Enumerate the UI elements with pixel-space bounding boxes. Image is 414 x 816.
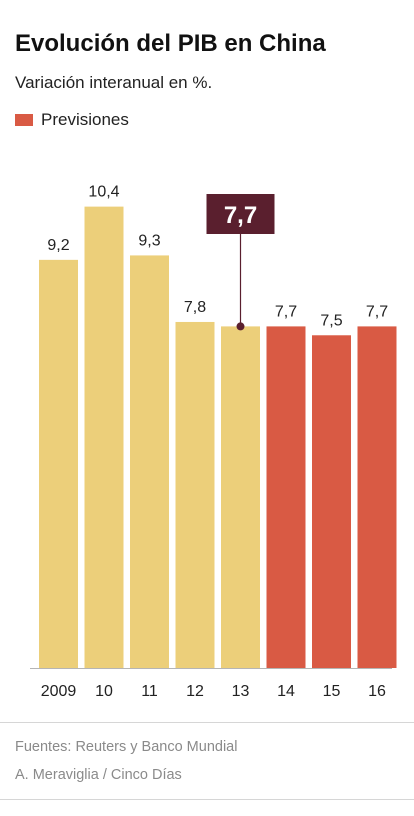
- sources-note: Fuentes: Reuters y Banco Mundial: [15, 739, 238, 755]
- value-label-14: 7,7: [275, 303, 297, 320]
- legend-swatch-forecast: [15, 114, 33, 126]
- x-tick-label-13: 13: [232, 683, 250, 700]
- bar-10: [84, 206, 124, 669]
- bar-chart: 9,2 2009 10,4 10 9,3 11 7,8 12 13 7,7 14 7,5 15 7,7 16…: [30, 184, 397, 700]
- credit-note: A. Meraviglia / Cinco Días: [15, 767, 182, 783]
- footer: Fuentes: Reuters y Banco Mundial A. Mera…: [0, 722, 414, 800]
- chart-title: Evolución del PIB en China: [15, 30, 326, 57]
- bar-13: [221, 326, 260, 668]
- x-tick-label-2009: 2009: [41, 683, 77, 700]
- value-label-16: 7,7: [366, 303, 388, 320]
- bar-15: [312, 335, 351, 668]
- x-tick-label-15: 15: [323, 683, 341, 700]
- callout-box: [206, 194, 275, 234]
- bar-2009: [39, 259, 78, 668]
- callout-value-label: 7,7: [224, 202, 257, 229]
- bar-16: [357, 326, 397, 668]
- legend: Previsiones: [15, 110, 129, 130]
- value-label-15: 7,5: [320, 312, 342, 329]
- callout-dot: [236, 322, 245, 331]
- x-tick-label-16: 16: [368, 683, 386, 700]
- value-label-12: 7,8: [184, 299, 206, 316]
- x-tick-label-10: 10: [95, 683, 113, 700]
- value-label-11: 9,3: [138, 232, 160, 249]
- bar-11: [130, 255, 169, 668]
- bar-14: [266, 326, 306, 668]
- chart-subtitle: Variación interanual en %.: [15, 73, 213, 92]
- value-label-10: 10,4: [88, 184, 119, 201]
- x-tick-label-11: 11: [141, 683, 158, 700]
- x-tick-label-14: 14: [277, 683, 295, 700]
- bar-12: [175, 321, 215, 668]
- x-tick-label-12: 12: [186, 683, 204, 700]
- value-label-2009: 9,2: [47, 237, 69, 254]
- legend-label-forecast: Previsiones: [41, 110, 129, 129]
